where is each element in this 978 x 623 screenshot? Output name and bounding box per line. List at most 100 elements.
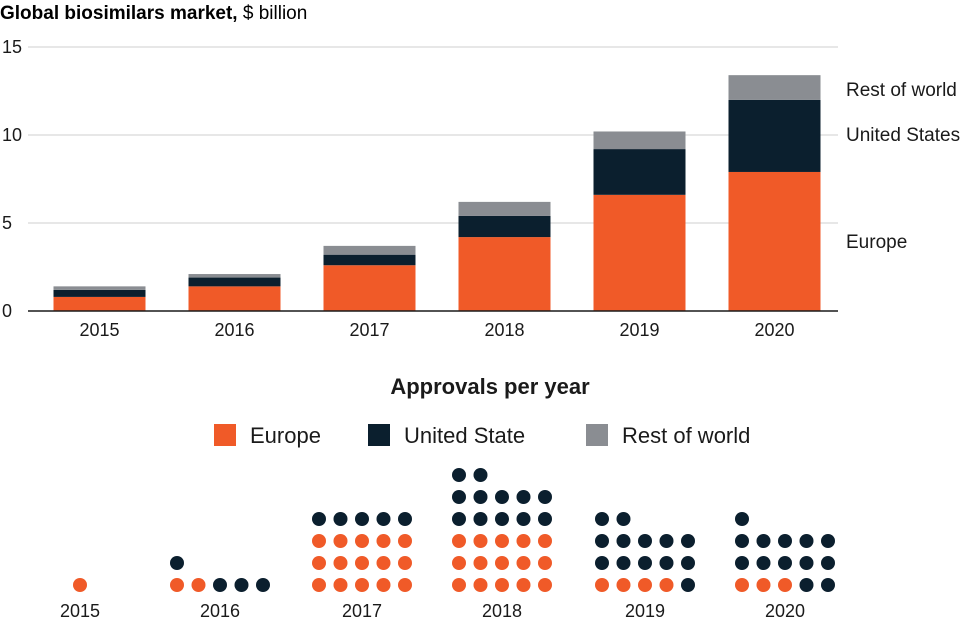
- approval-dot-europe: [538, 534, 552, 548]
- approval-dot-europe: [170, 578, 184, 592]
- segment-label-europe: Europe: [846, 232, 907, 253]
- approval-dot-europe: [595, 578, 609, 592]
- x-tick-label: 2017: [349, 320, 389, 340]
- market-bars: [53, 75, 821, 311]
- approval-dot-united-states: [595, 512, 609, 526]
- bar-segment-united-states-2020: [728, 99, 821, 172]
- segment-label-united-states: United States: [846, 125, 960, 146]
- approval-dot-europe: [638, 578, 652, 592]
- market-chart-title-unit: $ billion: [238, 3, 308, 24]
- approval-dot-united-states: [616, 534, 631, 548]
- y-tick-label: 5: [2, 213, 12, 233]
- bar-segment-rest-of-world-2019: [593, 131, 686, 150]
- approval-dot-europe: [355, 578, 369, 592]
- approval-dot-europe: [516, 578, 531, 592]
- approval-dot-europe: [473, 534, 488, 548]
- y-tick-label: 10: [2, 125, 22, 145]
- approval-dot-united-states: [595, 556, 609, 570]
- approval-dot-europe: [333, 578, 348, 592]
- bar-segment-rest-of-world-2015: [53, 286, 146, 290]
- bar-segment-rest-of-world-2018: [458, 201, 551, 216]
- legend-swatch-united-states: [368, 424, 390, 446]
- approval-dot-europe: [659, 578, 674, 592]
- market-x-axis: 2015 2016 2017 2018 2019 2020: [79, 320, 794, 340]
- approval-dot-united-states: [821, 534, 835, 548]
- approval-dot-united-states: [473, 468, 488, 482]
- approval-dot-united-states: [799, 556, 814, 570]
- approval-dot-europe: [398, 534, 412, 548]
- approval-dot-europe: [495, 578, 509, 592]
- approval-dot-united-states: [256, 578, 270, 592]
- bar-segment-united-states-2016: [188, 277, 281, 287]
- approval-dot-united-states: [799, 578, 814, 592]
- approval-dot-united-states: [398, 512, 412, 526]
- approval-dot-united-states: [756, 534, 771, 548]
- legend-swatch-europe: [214, 424, 236, 446]
- bar-segment-rest-of-world-2016: [188, 274, 281, 278]
- approval-dot-united-states: [213, 578, 227, 592]
- approval-dot-united-states: [778, 556, 792, 570]
- approval-dot-united-states: [638, 556, 652, 570]
- approval-dot-europe: [312, 534, 326, 548]
- approval-dot-europe: [355, 556, 369, 570]
- approval-dot-europe: [516, 534, 531, 548]
- approval-dot-united-states: [681, 534, 695, 548]
- approval-dot-united-states: [516, 490, 531, 504]
- approval-dot-europe: [312, 578, 326, 592]
- bar-segment-europe-2015: [53, 296, 146, 311]
- approval-dot-europe: [333, 556, 348, 570]
- bar-segment-united-states-2015: [53, 289, 146, 297]
- legend-label-europe: Europe: [250, 423, 321, 448]
- approval-dot-united-states: [538, 490, 552, 504]
- approval-dot-europe: [538, 578, 552, 592]
- legend-label-rest-of-world: Rest of world: [622, 423, 750, 448]
- approval-dot-united-states: [821, 556, 835, 570]
- bar-segment-europe-2017: [323, 265, 416, 311]
- approval-dot-united-states: [538, 512, 552, 526]
- approval-dot-europe: [312, 556, 326, 570]
- approval-dot-united-states: [659, 534, 674, 548]
- approval-year-label: 2017: [342, 601, 382, 621]
- approval-dot-united-states: [473, 490, 488, 504]
- approval-dot-united-states: [756, 556, 771, 570]
- approval-dot-united-states: [355, 512, 369, 526]
- approval-dot-united-states: [659, 556, 674, 570]
- approval-dot-united-states: [376, 512, 391, 526]
- approval-dot-united-states: [516, 512, 531, 526]
- approval-dot-united-states: [616, 556, 631, 570]
- approval-dot-united-states: [778, 534, 792, 548]
- approval-dot-europe: [735, 578, 749, 592]
- approval-dot-europe: [333, 534, 348, 548]
- approval-dot-united-states: [473, 512, 488, 526]
- bar-segment-europe-2019: [593, 194, 686, 311]
- approval-dot-europe: [398, 578, 412, 592]
- approval-year-label: 2019: [625, 601, 665, 621]
- bar-segment-europe-2016: [188, 286, 281, 311]
- approval-dot-europe: [538, 556, 552, 570]
- approval-dot-united-states: [681, 578, 695, 592]
- approval-year-label: 2016: [200, 601, 240, 621]
- approvals-dots: [73, 468, 835, 592]
- segment-label-rest-of-world: Rest of world: [846, 80, 957, 101]
- bar-segment-united-states-2019: [593, 149, 686, 195]
- bar-segment-rest-of-world-2020: [728, 75, 821, 100]
- y-tick-label: 0: [2, 301, 12, 321]
- y-tick-label: 15: [2, 37, 22, 57]
- approval-year-label: 2015: [60, 601, 100, 621]
- approval-dot-europe: [473, 556, 488, 570]
- approval-dot-united-states: [452, 490, 466, 504]
- approval-year-label: 2018: [482, 601, 522, 621]
- approval-dot-united-states: [333, 512, 348, 526]
- approval-dot-europe: [398, 556, 412, 570]
- approval-dot-europe: [756, 578, 771, 592]
- bar-segment-europe-2020: [728, 171, 821, 311]
- approval-dot-europe: [495, 556, 509, 570]
- approval-year-label: 2020: [765, 601, 805, 621]
- approval-dot-europe: [376, 556, 391, 570]
- approval-dot-europe: [616, 578, 631, 592]
- approval-dot-europe: [452, 578, 466, 592]
- market-grid: [28, 46, 838, 224]
- legend-label-united-states: United State: [404, 423, 525, 448]
- approval-dot-united-states: [638, 534, 652, 548]
